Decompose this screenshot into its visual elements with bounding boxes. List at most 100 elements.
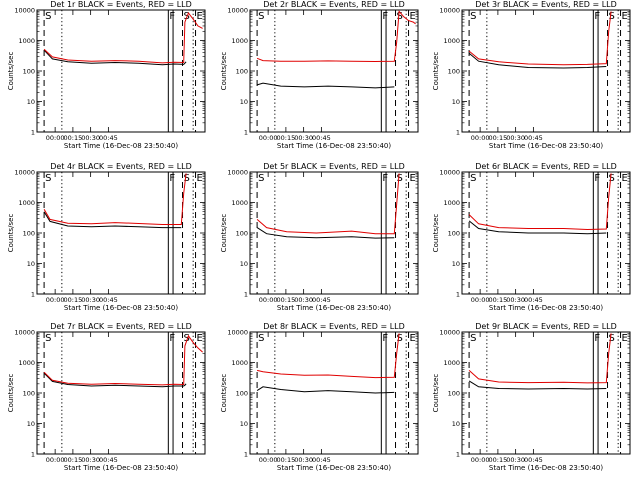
marker-label: F xyxy=(382,333,388,344)
y-tick-label: 10 xyxy=(27,420,35,428)
x-tick-label: 00:15 xyxy=(64,456,83,464)
marker-label: S xyxy=(184,173,190,184)
x-tick-label: 00:15 xyxy=(489,296,508,304)
y-tick-label: 10000 xyxy=(14,6,35,14)
x-tick-label: 00:15 xyxy=(64,134,83,142)
y-tick-label: 10 xyxy=(452,260,460,268)
y-tick-label: 10000 xyxy=(14,168,35,176)
series-line-events xyxy=(43,372,187,388)
y-tick-label: 1000 xyxy=(18,199,35,207)
marker-label: S xyxy=(470,11,476,22)
x-tick-label: 00:30 xyxy=(506,134,525,142)
panel-title: Det 7r BLACK = Events, RED = LLD xyxy=(50,322,192,331)
y-tick-label: 10000 xyxy=(439,6,460,14)
series-line-lld xyxy=(43,334,203,386)
y-tick-label: 10000 xyxy=(14,328,35,336)
marker-label: E xyxy=(410,333,416,344)
y-axis-label: Counts/sec xyxy=(220,374,228,413)
y-tick-label: 1 xyxy=(244,450,248,458)
series-line-events xyxy=(256,227,395,239)
x-tick-label: 00:45 xyxy=(524,456,543,464)
marker-label: S xyxy=(258,333,264,344)
y-tick-label: 10000 xyxy=(439,328,460,336)
marker-label: S xyxy=(258,11,264,22)
marker-label: S xyxy=(470,173,476,184)
y-tick-label: 10 xyxy=(240,420,248,428)
x-tick-label: 00:15 xyxy=(277,134,296,142)
y-tick-label: 1 xyxy=(456,450,460,458)
panel-det7r: Det 7r BLACK = Events, RED = LLD 1 10 100 10… xyxy=(7,322,206,472)
series-line-events xyxy=(468,220,607,235)
x-tick-label: 00:00 xyxy=(259,296,278,304)
marker-label: S xyxy=(45,173,51,184)
x-axis-label: Start Time (16-Dec-08 23:50:40) xyxy=(64,464,178,472)
marker-label: E xyxy=(197,173,203,184)
marker-label: F xyxy=(382,173,388,184)
x-tick-label: 00:30 xyxy=(81,134,100,142)
x-tick-label: 00:45 xyxy=(312,296,331,304)
marker-label: S xyxy=(258,173,264,184)
series-line-lld xyxy=(468,11,612,66)
x-tick-label: 00:00 xyxy=(471,134,490,142)
y-axis-label: Counts/sec xyxy=(432,374,440,413)
series-line-events xyxy=(468,52,607,69)
y-tick-label: 100 xyxy=(448,67,460,75)
x-axis-label: Start Time (16-Dec-08 23:50:40) xyxy=(277,142,391,150)
y-axis-label: Counts/sec xyxy=(7,52,15,91)
marker-label: E xyxy=(410,11,416,22)
y-tick-label: 10 xyxy=(240,98,248,106)
x-tick-label: 00:45 xyxy=(312,456,331,464)
x-tick-label: 00:00 xyxy=(259,134,278,142)
marker-label: E xyxy=(622,173,628,184)
marker-label: F xyxy=(594,173,600,184)
x-tick-label: 00:30 xyxy=(506,456,525,464)
panel-title: Det 4r BLACK = Events, RED = LLD xyxy=(50,162,192,171)
x-tick-label: 00:30 xyxy=(294,134,313,142)
marker-label: S xyxy=(397,333,403,344)
marker-label: E xyxy=(622,11,628,22)
y-tick-label: 10000 xyxy=(227,168,248,176)
x-tick-label: 00:00 xyxy=(259,456,278,464)
x-axis-label: Start Time (16-Dec-08 23:50:40) xyxy=(64,142,178,150)
x-tick-label: 00:00 xyxy=(46,296,65,304)
x-tick-label: 00:15 xyxy=(489,456,508,464)
y-tick-label: 10 xyxy=(452,420,460,428)
x-tick-label: 00:00 xyxy=(471,296,490,304)
x-tick-label: 00:45 xyxy=(99,456,118,464)
x-tick-label: 00:15 xyxy=(64,296,83,304)
y-tick-label: 10000 xyxy=(227,328,248,336)
series-line-events xyxy=(468,380,607,390)
marker-label: S xyxy=(184,333,190,344)
panel-det6r: Det 6r BLACK = Events, RED = LLD 1 10 100 10… xyxy=(432,162,631,312)
marker-label: F xyxy=(169,11,175,22)
panel-title: Det 2r BLACK = Events, RED = LLD xyxy=(263,0,405,9)
y-tick-label: 100 xyxy=(23,229,35,237)
marker-label: S xyxy=(470,333,476,344)
marker-label: S xyxy=(397,11,403,22)
x-tick-label: 00:45 xyxy=(99,296,118,304)
y-tick-label: 1000 xyxy=(18,359,35,367)
y-tick-label: 1 xyxy=(244,290,248,298)
series-line-lld xyxy=(256,173,400,235)
marker-label: E xyxy=(197,11,203,22)
x-tick-label: 00:15 xyxy=(277,456,296,464)
panel-det2r: Det 2r BLACK = Events, RED = LLD 1 10 100 10… xyxy=(220,0,419,150)
panel-det1r: Det 1r BLACK = Events, RED = LLD 1 10 100 10… xyxy=(7,0,206,150)
x-tick-label: 00:45 xyxy=(524,296,543,304)
y-tick-label: 10 xyxy=(452,98,460,106)
marker-label: S xyxy=(609,333,615,344)
marker-label: F xyxy=(594,11,600,22)
series-line-events xyxy=(43,49,187,66)
x-tick-label: 00:45 xyxy=(524,134,543,142)
y-tick-label: 1000 xyxy=(18,37,35,45)
y-axis-label: Counts/sec xyxy=(7,374,15,413)
y-tick-label: 1000 xyxy=(231,37,248,45)
marker-label: S xyxy=(609,173,615,184)
y-tick-label: 1000 xyxy=(231,359,248,367)
panel-det4r: Det 4r BLACK = Events, RED = LLD 1 10 100 10… xyxy=(7,162,206,312)
y-tick-label: 10 xyxy=(27,260,35,268)
panel-det5r: Det 5r BLACK = Events, RED = LLD 1 10 100 10… xyxy=(220,162,419,312)
series-line-lld xyxy=(468,173,612,231)
